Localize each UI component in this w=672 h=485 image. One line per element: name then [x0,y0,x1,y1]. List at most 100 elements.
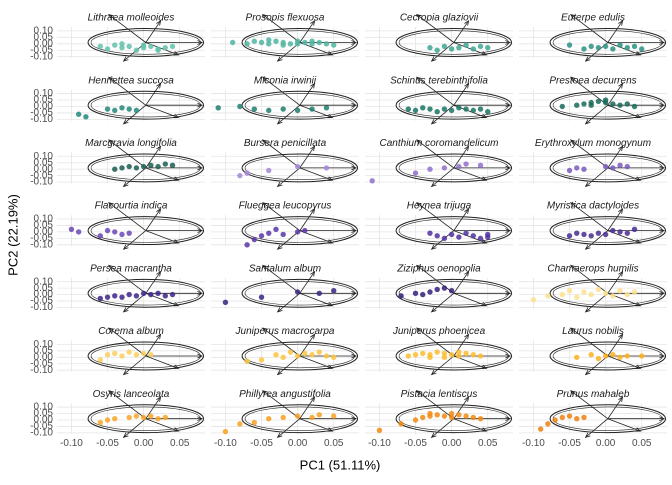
point [639,46,645,52]
point [420,414,426,421]
loading-arrow [607,334,623,357]
point [331,288,337,294]
loading-arrow [585,418,609,438]
loading-arrow [145,355,179,369]
arrow-head [659,40,666,45]
ellipse [241,341,359,371]
arrow-head [122,119,129,125]
point [405,353,412,359]
facet-title: Myristica dactyloides [547,201,639,212]
arrow-head [481,364,488,369]
point [294,229,301,235]
point [237,421,243,427]
loading-arrow [123,418,147,438]
loading-arrow [570,390,609,420]
arrow-head [505,290,512,296]
y-tick-label: 0.10 [34,26,54,37]
arrow-head [618,270,624,277]
facet-title: Miconia irwinii [254,75,317,86]
arrow-head [569,13,576,20]
point [119,105,125,111]
point [244,170,250,176]
point [574,165,580,171]
arrow-head [505,228,512,233]
point [456,163,462,170]
point [104,46,111,52]
arrow-head [122,56,129,62]
arrow-head [659,228,666,233]
arrow-head [618,333,624,340]
point [624,163,630,170]
loading-arrow [453,145,469,169]
arrow-head [156,82,162,89]
point [485,108,491,115]
point [294,353,301,359]
loading-arrow [145,145,161,169]
point [617,354,623,360]
point [251,38,258,44]
point [266,416,272,422]
point [309,352,315,358]
x-tick-label: 0.05 [324,438,344,449]
point [237,103,243,110]
facet: Ziziphus oenopolia [365,263,513,313]
arrow-head [276,181,283,188]
point [441,235,448,242]
arrow-head [351,353,358,359]
x-tick-label: 0.00 [134,438,154,449]
point [162,161,168,167]
point [112,107,118,114]
point [169,43,176,50]
point [434,286,440,293]
point [237,172,243,179]
point [552,417,558,423]
point [97,419,104,426]
arrow-head [584,119,591,125]
arrow-head [584,56,591,62]
point [302,350,308,357]
point [126,414,132,421]
arrow-head [261,76,268,82]
arrow-head [415,390,422,396]
point [140,163,147,170]
arrow-head [310,396,316,402]
point [229,39,236,46]
loading-arrow [299,292,333,307]
point [133,293,140,299]
point [155,163,161,170]
point [294,107,301,114]
point [477,106,484,112]
arrow-head [481,239,488,244]
point [148,352,154,358]
point [602,43,609,50]
point [617,229,623,235]
point [266,37,272,43]
arrow-head [635,427,642,432]
point [398,293,404,299]
ellipse [395,153,513,183]
point [369,178,375,184]
arrow-head [327,113,334,119]
arrow-head [310,82,316,89]
point [412,352,419,358]
facet-title: Bursera penicillata [244,138,327,149]
arrow-head [197,102,204,108]
y-tick-label: -0.05 [30,45,53,56]
x-axis-label: PC1 (51.11%) [300,457,381,472]
point [631,43,638,50]
point [566,167,573,174]
loading-arrow [570,139,609,169]
point [631,103,638,110]
loading-arrow [262,390,301,420]
point [434,233,440,239]
point [617,162,623,169]
loading-arrow [299,167,333,181]
arrow-head [156,19,162,26]
point [588,233,594,239]
arrow-head [173,301,180,307]
y-tick-label: -0.10 [30,114,53,125]
arrow-head [430,181,437,188]
point [427,289,433,295]
facet-title: Canthium coromandelicum [380,138,499,149]
ellipse [549,28,667,57]
